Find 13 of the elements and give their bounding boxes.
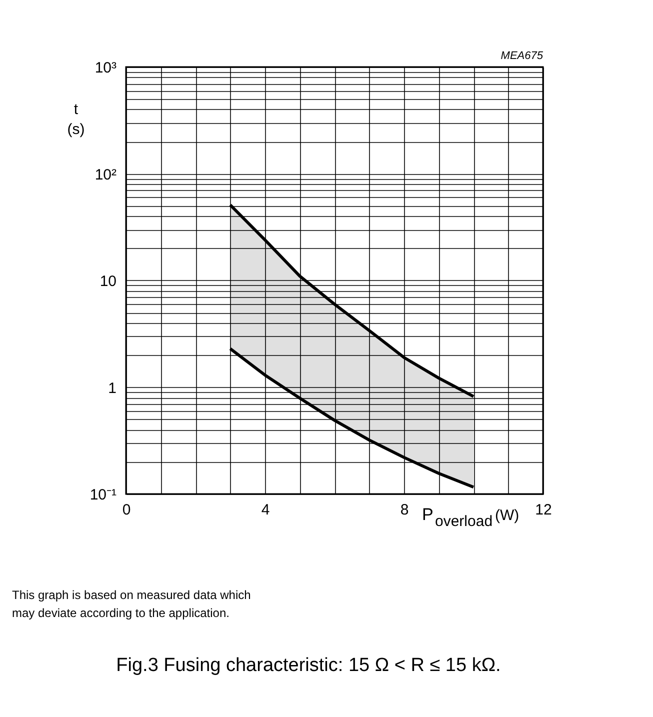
x-tick-label: 8 — [400, 502, 409, 518]
x-tick-label: 0 — [122, 502, 131, 518]
text: This graph is based on measured data which may deviate according to the application. — [12, 588, 251, 620]
x-tick-label: 4 — [261, 502, 270, 518]
y-tick-label: 10³ — [94, 60, 116, 76]
y-tick-label: 1 — [108, 380, 116, 397]
x-tick-label: 12 — [535, 502, 552, 518]
y-tick-label: 10 — [100, 273, 116, 290]
y-axis-title: t (s) — [67, 101, 85, 138]
y-tick-label: 10² — [94, 166, 116, 184]
text: Fig.3 Fusing characteristic: 15 Ω < R ≤ 15 kΩ. — [116, 655, 501, 676]
y-tick-label: 10⁻¹ — [90, 486, 116, 504]
text: MEA675 — [500, 50, 544, 62]
